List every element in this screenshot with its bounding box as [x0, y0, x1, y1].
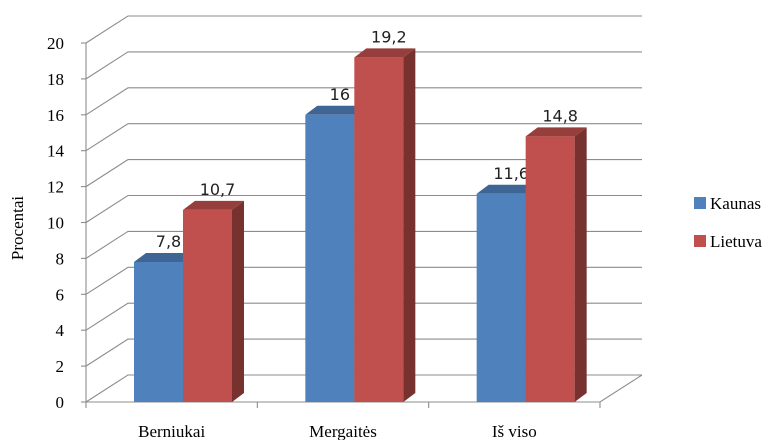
gridline	[85, 374, 642, 403]
bars: 7,8 10,7 16 19,2 11,6 14,8	[134, 27, 587, 403]
legend-label-lietuva: Lietuva	[710, 232, 762, 251]
gridline	[85, 230, 642, 259]
y-axis: 0 2 4 6 8 10 12 14 16 18 20	[47, 34, 87, 412]
y-tick-label: 10	[47, 214, 64, 233]
y-tick-label: 8	[56, 249, 65, 268]
y-tick-label: 6	[56, 285, 65, 304]
gridline	[85, 302, 642, 331]
y-tick-label: 20	[47, 34, 64, 53]
bar-lietuva-1	[183, 200, 244, 402]
y-tick-label: 16	[47, 106, 64, 125]
bar-top	[183, 200, 244, 210]
legend-swatch-lietuva	[694, 235, 706, 247]
x-category-label: Berniukai	[138, 422, 205, 440]
bar-side	[574, 127, 587, 402]
bar-front	[183, 209, 232, 402]
gridline	[85, 15, 642, 44]
legend-swatch-kaunas	[694, 197, 706, 209]
data-label: 16	[330, 85, 350, 104]
bar-front	[134, 261, 183, 402]
gridline	[85, 194, 642, 223]
y-tick-label: 12	[47, 178, 64, 197]
data-label: 19,2	[371, 27, 407, 46]
y-tick-label: 4	[56, 321, 65, 340]
gridline	[85, 123, 642, 152]
bar-top	[354, 48, 416, 58]
data-label: 11,6	[493, 164, 529, 183]
data-label: 10,7	[200, 180, 236, 199]
gridline	[85, 159, 642, 188]
gridline	[85, 338, 642, 367]
legend: Kaunas Lietuva	[694, 194, 762, 251]
bar-side	[232, 200, 244, 402]
bar-front	[525, 136, 575, 402]
bar-front	[354, 57, 404, 403]
bar-top	[476, 184, 538, 194]
bar-top	[525, 127, 587, 137]
bar-top	[134, 252, 195, 262]
bar-side	[403, 48, 416, 403]
bar-lietuva-2	[354, 48, 416, 403]
x-category-label: Iš viso	[492, 422, 537, 440]
y-tick-label: 14	[47, 142, 65, 161]
data-label: 14,8	[542, 106, 578, 125]
x-category-label: Mergaitės	[309, 422, 377, 440]
x-axis: Berniukai Mergaitės Iš viso	[85, 402, 601, 440]
bar-front	[305, 114, 355, 403]
gridline	[85, 51, 642, 80]
gridline	[85, 266, 642, 295]
gridline	[85, 87, 642, 116]
bar-front	[476, 193, 526, 402]
y-tick-label: 18	[47, 70, 64, 89]
bar-lietuva-3	[525, 127, 587, 402]
y-tick-label: 2	[56, 357, 65, 376]
y-tick-label: 0	[56, 393, 65, 412]
y-axis-title: Procentai	[8, 196, 27, 260]
legend-label-kaunas: Kaunas	[710, 194, 761, 213]
data-label: 7,8	[156, 232, 181, 251]
bar-top	[305, 105, 367, 115]
